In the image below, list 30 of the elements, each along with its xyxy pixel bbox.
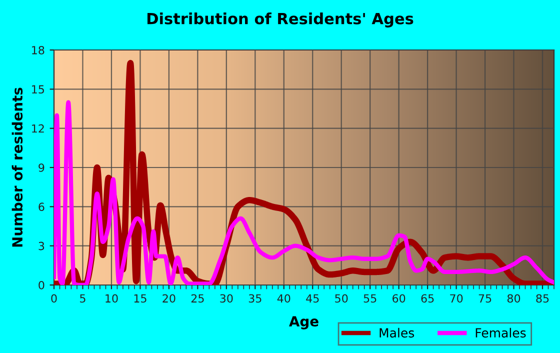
x-tick-label: 25	[191, 294, 204, 303]
y-tick-label: 15	[32, 85, 44, 94]
x-axis-title: Age	[289, 316, 318, 330]
x-tick-label: 0	[51, 294, 57, 303]
x-tick-label: 50	[335, 294, 348, 303]
y-tick-label: 6	[38, 202, 44, 212]
chart-title: Distribution of Residents' Ages	[147, 12, 414, 28]
x-tick-label: 75	[478, 294, 492, 303]
y-tick-label: 9	[38, 163, 44, 172]
x-tick-label: 70	[450, 294, 463, 303]
x-tick-label: 60	[392, 294, 406, 303]
y-tick-label: 18	[32, 46, 44, 54]
x-tick-label: 20	[162, 294, 176, 303]
x-tick-label: 55	[364, 294, 376, 303]
y-tick-label: 12	[32, 124, 44, 133]
x-tick-label: 65	[421, 294, 434, 303]
x-tick-label: 45	[306, 294, 319, 303]
x-tick-label: 5	[80, 294, 86, 303]
x-tick-label: 80	[507, 294, 520, 303]
y-axis-title: Number of residents	[12, 88, 23, 247]
legend-label: Males	[380, 328, 414, 338]
legend-label: Females	[476, 328, 526, 338]
x-tick-label: 85	[536, 294, 549, 303]
x-tick-label: 10	[106, 294, 118, 303]
x-tick-label: 35	[248, 294, 262, 303]
x-tick-label: 30	[220, 294, 233, 303]
y-tick-label: 3	[38, 242, 44, 250]
x-tick-label: 40	[277, 294, 290, 303]
x-tick-label: 15	[134, 294, 146, 303]
y-tick-label: 0	[38, 280, 44, 290]
